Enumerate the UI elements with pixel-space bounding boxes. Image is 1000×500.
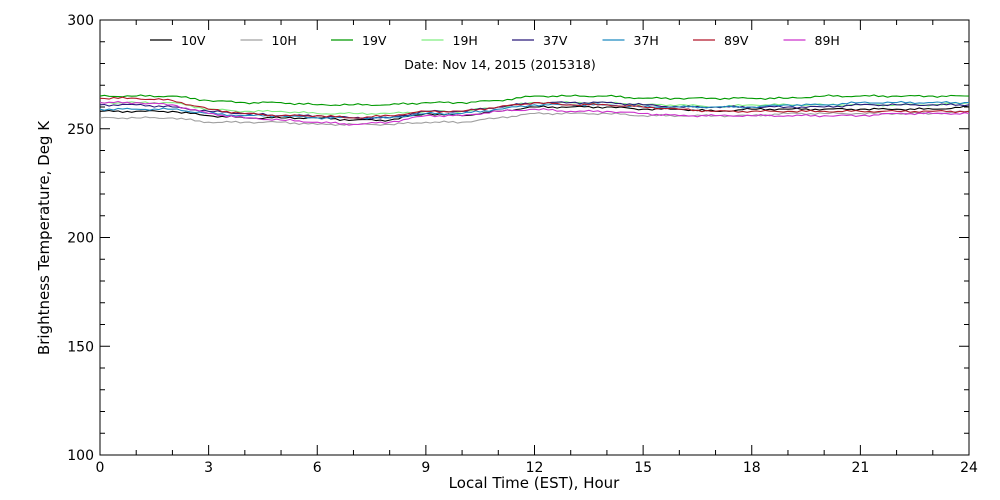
legend-label-89h: 89H — [815, 33, 840, 48]
tick-marks — [99, 19, 970, 456]
legend-label-10h: 10H — [272, 33, 297, 48]
series-line-37h — [99, 100, 969, 120]
y-tick-label: 250 — [67, 122, 94, 138]
legend-label-19h: 19H — [453, 33, 478, 48]
legend-label-89v: 89V — [724, 33, 749, 48]
legend-label-19v: 19V — [362, 33, 387, 48]
series-line-19v — [99, 94, 970, 107]
legend: 10V 10H 19V 19H 37V 37H 89V 89H — [150, 33, 840, 48]
x-tick-label: 9 — [421, 460, 430, 476]
y-tick-label: 150 — [67, 339, 94, 355]
x-tick-label: 6 — [313, 460, 322, 476]
series-line-89h — [99, 100, 970, 126]
legend-label-10v: 10V — [181, 33, 206, 48]
tick-labels: 0 3 6 9 12 15 18 21 24 100 150 200 250 300 — [67, 13, 978, 476]
y-tick-label: 100 — [67, 448, 94, 464]
chart-subtitle: Date: Nov 14, 2015 (2015318) — [404, 57, 596, 72]
legend-label-37h: 37H — [634, 33, 659, 48]
x-tick-label: 12 — [526, 460, 544, 476]
x-axis-label: Local Time (EST), Hour — [449, 474, 620, 492]
x-tick-label: 24 — [960, 460, 978, 476]
y-tick-label: 300 — [67, 13, 94, 29]
y-axis-label: Brightness Temperature, Deg K — [35, 120, 53, 355]
x-tick-label: 21 — [851, 460, 869, 476]
series-line-10h — [99, 110, 970, 126]
x-tick-label: 18 — [743, 460, 761, 476]
y-tick-label: 200 — [67, 231, 94, 247]
series-line-89v — [99, 96, 970, 119]
x-tick-label: 0 — [96, 460, 105, 476]
series-lines — [99, 94, 970, 126]
plot-frame — [99, 19, 970, 456]
legend-label-37v: 37V — [543, 33, 568, 48]
x-tick-label: 15 — [634, 460, 652, 476]
x-tick-label: 3 — [204, 460, 213, 476]
